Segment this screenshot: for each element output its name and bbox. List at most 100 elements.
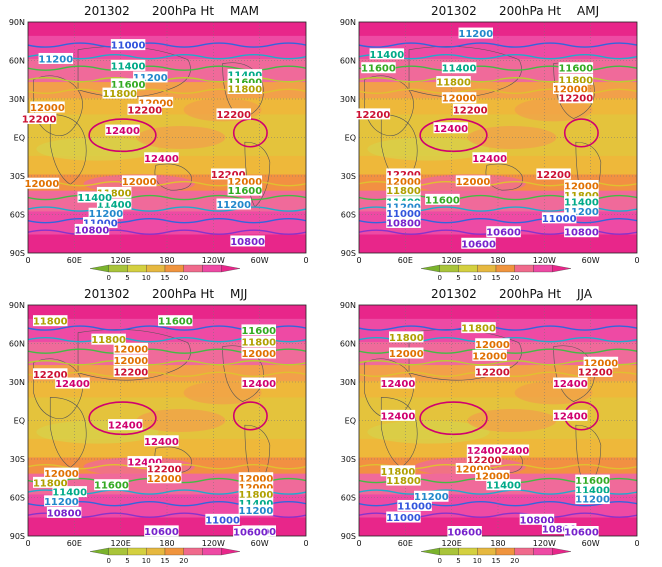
colorbar-tick-label: 5	[456, 557, 460, 565]
contour-label-text: 12000	[113, 344, 148, 355]
lon-tick-label: 0	[25, 539, 30, 548]
contour-label: 11800	[386, 474, 421, 487]
contour-label-text: 11200	[414, 492, 449, 503]
colorbar-tick-label: 10	[473, 274, 482, 282]
contour-label: 11400	[369, 48, 404, 61]
contour-label: 11200	[216, 198, 251, 211]
colorbar-swatch	[420, 264, 440, 273]
contour-label: 12000	[239, 472, 273, 485]
lat-tick-label: 30S	[10, 455, 25, 464]
colorbar-swatch	[127, 547, 147, 556]
panel-mjj: 201302 200hPa Ht MJJ 11800 11600 11600 1180…	[0, 283, 331, 566]
contour-label-text: 12200	[147, 465, 182, 476]
lat-tick-label: 30N	[340, 378, 356, 387]
lon-tick-label: 0	[303, 539, 308, 548]
contour-label-text: 11000	[397, 501, 432, 512]
contour-label-text: 10600	[564, 528, 599, 539]
lon-tick-label: 120W	[202, 256, 225, 265]
contour-label: 11600	[158, 315, 193, 328]
lon-tick-label: 60W	[582, 539, 600, 548]
contour-label-text: 11600	[361, 64, 396, 75]
contour-label: 10600	[144, 525, 179, 538]
contour-label: 11400	[442, 62, 477, 75]
plot-frame	[358, 304, 638, 537]
contour-label-text: 12000	[44, 469, 79, 480]
contour-label-text: 11600	[158, 317, 193, 328]
colorbar	[420, 547, 572, 556]
colorbar-swatch	[183, 264, 203, 273]
high-contour-12400	[88, 118, 157, 153]
contour-label-text: 12400	[55, 379, 90, 390]
contour-label-text: 10600	[486, 228, 521, 239]
contour-label: 11800	[91, 333, 126, 346]
contour-label-text: 12000	[113, 356, 148, 367]
title-season: MJJ	[230, 287, 248, 301]
contour-label-text: 11600	[425, 195, 460, 206]
shade-band	[359, 234, 637, 253]
high-contour-12400	[88, 401, 157, 436]
coastline-shape	[33, 358, 83, 419]
contour-label-text: 11400	[369, 50, 404, 61]
contour-label: 11400	[486, 479, 521, 492]
colorbar	[89, 547, 241, 556]
contour-label-text: 12000	[25, 179, 60, 190]
contour-label: 12400	[381, 409, 415, 422]
lon-tick-label: 120E	[442, 256, 462, 265]
contour-label-text: 12200	[127, 105, 162, 116]
contour-label: 11800	[436, 76, 471, 89]
colorbar-tick-label: 10	[142, 557, 151, 565]
lon-tick-label: 0	[356, 539, 361, 548]
contour-label-text: 12000	[472, 351, 507, 362]
colorbar-swatch	[477, 264, 497, 273]
shade-band	[359, 22, 637, 37]
title-variable: 200hPa Ht	[499, 4, 562, 18]
contour-label: 12200	[475, 365, 510, 378]
shade-band	[28, 22, 306, 37]
contour-label-text: 12000	[386, 177, 421, 188]
title-variable: 200hPa Ht	[152, 4, 215, 18]
contour-label: 11600	[558, 62, 593, 75]
contour-label-text: 12200	[558, 94, 593, 105]
lon-tick-label: 120E	[111, 539, 131, 548]
contour-label: 10600	[564, 526, 599, 539]
contour-label: 11800	[227, 82, 262, 95]
contour-label: 12400	[55, 377, 90, 390]
colorbar-swatch	[458, 264, 478, 273]
colorbar-swatch	[146, 264, 166, 273]
contour-label-text: 12400	[127, 458, 162, 469]
contour-label: 12400	[467, 444, 502, 457]
contour-label-text: 11400	[97, 200, 132, 211]
contour-label-text: 11800	[386, 476, 421, 487]
contour-label-text: 11800	[239, 490, 274, 501]
colorbar-swatch	[89, 547, 109, 556]
contour-label-text: 12400	[381, 379, 416, 390]
contour-label: 11800	[241, 335, 276, 348]
contour-label-text: 11200	[38, 54, 73, 65]
contour-label: 12400	[553, 409, 588, 422]
colorbar-tick-label: 5	[125, 557, 129, 565]
coastline-shape	[364, 75, 414, 136]
lat-tick-label: 60S	[341, 494, 356, 503]
shade-blob	[467, 125, 557, 150]
contour-label: 10800	[75, 223, 109, 236]
contour-label: 12400	[241, 377, 276, 390]
contour-label-text: 11200	[564, 207, 599, 218]
contour-label: 12000	[147, 472, 182, 485]
shade-blob	[514, 98, 593, 122]
lat-tick-label: EQ	[345, 134, 356, 143]
colorbar-tick-label: 15	[161, 557, 170, 565]
contour-label: 11200	[44, 495, 79, 508]
contour-label-text: 12000	[442, 94, 477, 105]
contour-label-text: 12000	[553, 84, 588, 95]
lat-tick-label: 60S	[10, 211, 25, 220]
contour-label-text: 10600	[447, 528, 482, 539]
contour-label: 11800	[97, 186, 132, 199]
title-variable: 200hPa Ht	[152, 287, 215, 301]
colorbar-swatch	[514, 547, 534, 556]
contour-label: 12400	[433, 122, 468, 135]
shade-band	[28, 35, 306, 60]
contour-label-text: 10800	[542, 525, 577, 536]
contour-label: 11000	[386, 207, 421, 220]
coastline-shape	[154, 163, 192, 191]
